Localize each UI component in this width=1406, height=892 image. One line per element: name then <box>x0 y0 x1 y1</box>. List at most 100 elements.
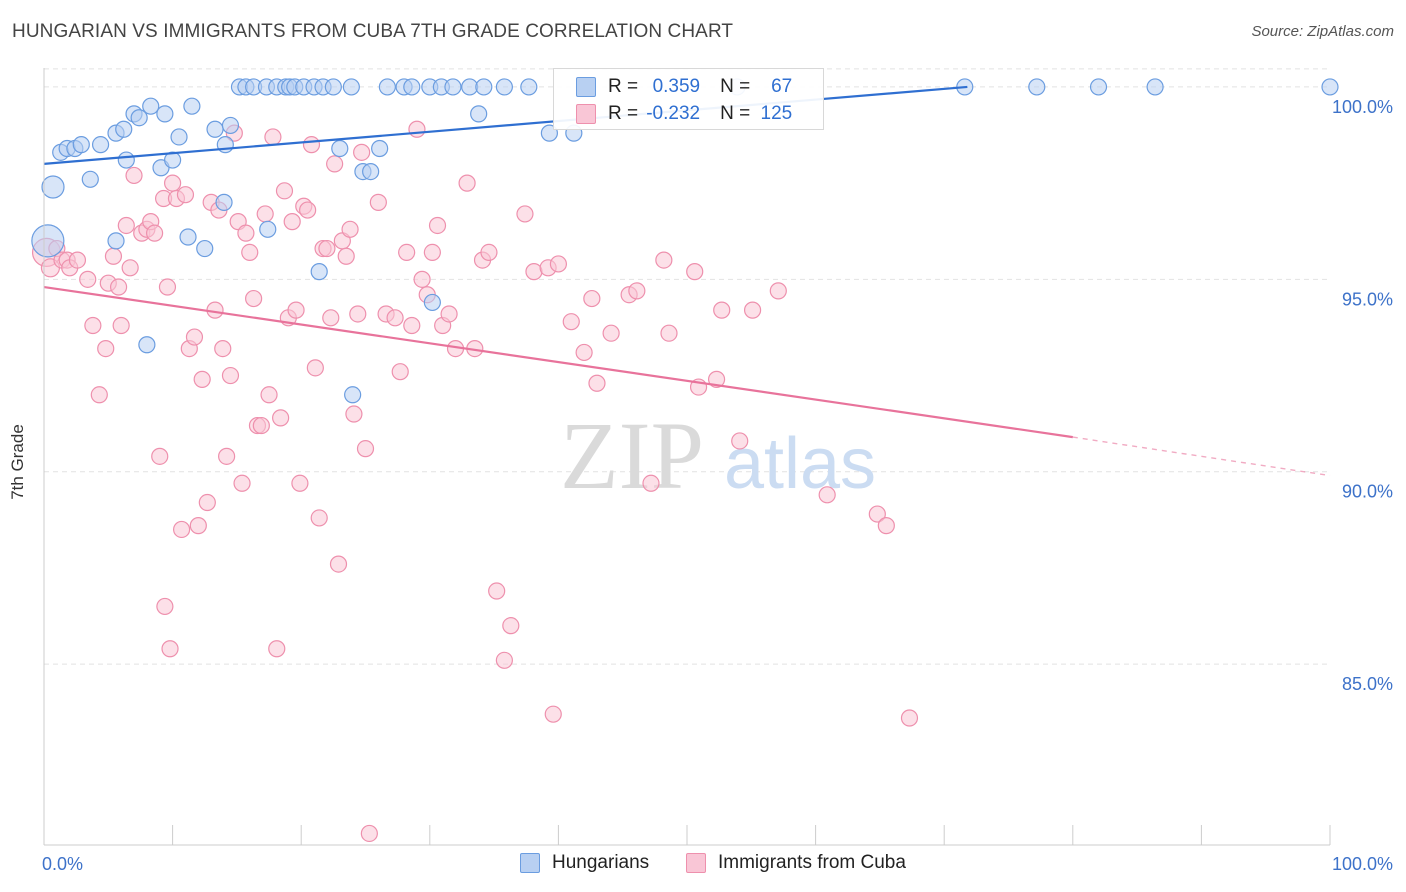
legend-label-cuba: Immigrants from Cuba <box>718 852 906 873</box>
pink-point-67 <box>329 555 348 573</box>
pink-point-44 <box>241 243 259 262</box>
pink-point-81 <box>403 316 421 335</box>
y-tick-label-100: 100.0% <box>1332 97 1393 117</box>
blue-point-23 <box>221 116 240 135</box>
pink-point-119 <box>818 486 836 504</box>
pink-point-72 <box>349 305 367 323</box>
blue-point-6 <box>81 170 99 188</box>
pink-point-45 <box>245 289 263 308</box>
pink-point-43 <box>237 224 255 242</box>
r-label: R = <box>608 103 639 124</box>
pink-point-31 <box>189 517 207 535</box>
pink-point-108 <box>628 282 646 300</box>
r-label: R = <box>608 76 639 97</box>
pink-point-97 <box>516 205 534 223</box>
pink-point-90 <box>458 174 476 192</box>
blue-point-51 <box>520 78 538 96</box>
blue-trend-line <box>43 85 968 165</box>
pink-point-27 <box>173 520 191 539</box>
blue-point-61 <box>259 220 277 238</box>
pink-point-56 <box>287 301 305 319</box>
pink-point-111 <box>660 324 678 342</box>
pink-point-110 <box>655 251 673 269</box>
pink-point-104 <box>583 289 601 308</box>
pink-point-121 <box>877 517 895 535</box>
pink-point-39 <box>221 366 240 385</box>
pink-point-32 <box>193 370 211 388</box>
series-immigrants-from-cuba <box>31 120 919 843</box>
pink-point-82 <box>408 120 426 138</box>
cuba-swatch <box>576 104 596 124</box>
pink-point-50 <box>264 128 282 146</box>
legend-swatch-hungarians <box>520 853 540 873</box>
blue-point-10 <box>117 151 135 169</box>
blue-point-1 <box>41 175 65 199</box>
blue-point-49 <box>475 78 493 96</box>
blue-point-0 <box>31 224 65 258</box>
y-tick-label-85: 85.0% <box>1342 674 1393 694</box>
cuba-r-value: -0.232 <box>646 103 701 124</box>
pink-point-62 <box>310 509 328 527</box>
blue-point-40 <box>371 139 389 158</box>
pink-point-120 <box>868 505 886 523</box>
pink-point-94 <box>488 582 506 600</box>
blue-point-58 <box>1146 78 1164 96</box>
pink-point-83 <box>413 270 431 288</box>
blue-point-36 <box>331 139 349 158</box>
pink-point-85 <box>423 243 441 262</box>
blue-point-64 <box>344 386 362 404</box>
stats-row-cuba: R = -0.232 N = 125 <box>576 102 792 126</box>
pink-point-6 <box>68 251 87 269</box>
pink-point-52 <box>272 409 290 427</box>
blue-point-56 <box>1028 78 1046 96</box>
pink-point-53 <box>275 182 294 200</box>
blue-point-46 <box>444 78 462 96</box>
pink-point-65 <box>322 309 340 327</box>
y-tick-label-90: 90.0% <box>1342 482 1393 502</box>
watermark-atlas: atlas <box>724 424 876 504</box>
x-tick-label-100: 100.0% <box>1332 854 1393 874</box>
pink-point-59 <box>299 201 317 219</box>
pink-point-28 <box>176 186 195 204</box>
pink-point-106 <box>602 324 620 342</box>
blue-point-50 <box>495 78 513 96</box>
hungarians-swatch <box>576 77 596 97</box>
n-label: N = <box>720 103 751 124</box>
cuba-n-value: 125 <box>760 103 793 124</box>
pink-point-22 <box>151 447 169 465</box>
blue-point-63 <box>138 336 156 354</box>
blue-point-37 <box>342 78 360 96</box>
pink-point-15 <box>117 216 135 235</box>
pink-point-37 <box>214 340 232 358</box>
pink-point-38 <box>218 447 236 465</box>
blue-point-7 <box>91 136 110 154</box>
blue-point-57 <box>1089 78 1108 96</box>
blue-point-48 <box>470 105 488 123</box>
pink-point-30 <box>185 328 204 346</box>
pink-point-33 <box>198 493 216 512</box>
pink-point-42 <box>233 474 251 492</box>
blue-point-39 <box>362 162 380 181</box>
blue-point-59 <box>1321 78 1339 96</box>
pink-point-123 <box>156 597 174 616</box>
pink-point-86 <box>428 216 447 235</box>
pink-point-80 <box>398 243 416 262</box>
legend-item-cuba[interactable]: Immigrants from Cuba <box>686 852 906 874</box>
pink-point-103 <box>575 343 593 362</box>
pink-point-8 <box>84 316 102 335</box>
series-hungarians <box>31 78 1339 404</box>
pink-point-51 <box>268 640 286 658</box>
blue-point-12 <box>130 109 148 127</box>
blue-point-66 <box>215 193 233 211</box>
chart-title: HUNGARIAN VS IMMIGRANTS FROM CUBA 7TH GR… <box>12 21 734 42</box>
legend-item-hungarians[interactable]: Hungarians <box>520 852 649 874</box>
blue-point-41 <box>378 78 396 96</box>
pink-point-16 <box>121 259 139 277</box>
pink-point-124 <box>161 640 179 658</box>
legend: Hungarians Immigrants from Cuba <box>0 852 1406 876</box>
pink-point-93 <box>480 243 498 262</box>
legend-label-hungarians: Hungarians <box>552 852 650 873</box>
blue-point-35 <box>324 78 342 96</box>
pink-point-101 <box>549 255 568 273</box>
pink-point-55 <box>283 213 301 231</box>
